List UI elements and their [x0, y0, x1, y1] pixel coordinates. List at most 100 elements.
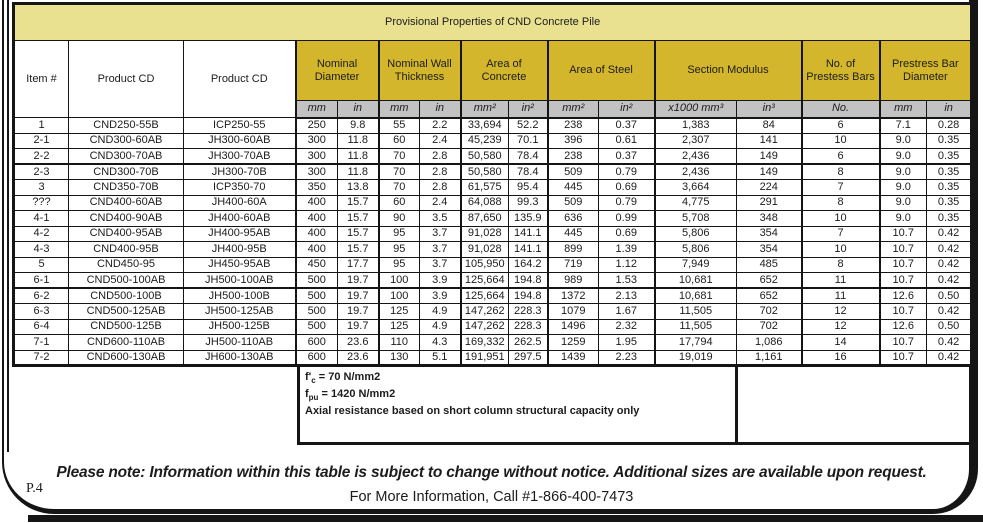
cell: CND250-55B: [68, 117, 184, 134]
cell: 450: [294, 256, 338, 273]
cell: 15.7: [337, 225, 379, 242]
unit-cell: in: [337, 100, 379, 119]
table-row: 2-2 CND300-70AB JH300-70AB 300 11.8 70 2.8 50,5…: [13, 148, 973, 165]
cell: 0.42: [925, 225, 973, 242]
cell: 9.0: [878, 148, 927, 165]
cell: 300: [294, 132, 338, 149]
cell: 95: [377, 225, 420, 242]
cell: 0.35: [925, 210, 973, 227]
properties-table-document: Provisional Properties of CND Concrete P…: [12, 2, 976, 445]
cell: 105,950: [459, 256, 509, 273]
cell: 228.3: [508, 303, 548, 320]
cell: 10: [800, 241, 880, 258]
cell: JH450-95AB: [183, 256, 296, 273]
cell: JH500-100B: [183, 287, 296, 304]
cell: 238: [546, 148, 599, 165]
cell: 1079: [546, 303, 599, 320]
unit-cell: in: [419, 100, 461, 119]
cell: 23.6: [337, 349, 379, 366]
cell: 652: [736, 287, 802, 304]
cell: 0.35: [925, 194, 973, 211]
cell: 15.7: [337, 241, 379, 258]
cell: 636: [546, 210, 599, 227]
cell: 0.42: [925, 256, 973, 273]
cell: 485: [736, 256, 802, 273]
cell: 1.39: [598, 241, 655, 258]
cell: JH500-100AB: [183, 272, 296, 289]
cell: 7,949: [653, 256, 737, 273]
cell: 149: [736, 163, 802, 180]
cell: 0.79: [598, 194, 655, 211]
cell: 0.79: [598, 163, 655, 180]
cell: 141.1: [508, 241, 548, 258]
unit-cell: in²: [508, 100, 548, 119]
cell: 400: [294, 210, 338, 227]
cell: 989: [546, 272, 599, 289]
cell: 2.8: [419, 163, 461, 180]
cell: 10.7: [878, 334, 927, 351]
page-left-double-line: [7, 0, 9, 452]
cell: 11,505: [653, 318, 737, 335]
cell: 164.2: [508, 256, 548, 273]
cell: CND500-125B: [68, 318, 184, 335]
cell: 1,086: [736, 334, 802, 351]
cell: 8: [800, 256, 880, 273]
cell: 4.3: [419, 334, 461, 351]
cell: 194.8: [508, 287, 548, 304]
cell: 0.28: [925, 117, 973, 134]
cell: 1372: [546, 287, 599, 304]
table-row: 6-1 CND500-100AB JH500-100AB 500 19.7 100 3.9 1…: [13, 272, 973, 289]
cell: 2-2: [13, 148, 69, 165]
cell: CND300-60AB: [68, 132, 184, 149]
cell: 400: [294, 241, 338, 258]
cell: JH400-95B: [183, 241, 296, 258]
cell: 10,681: [653, 272, 737, 289]
cell: 95.4: [508, 179, 548, 196]
cell: 70: [377, 163, 420, 180]
cell: 110: [377, 334, 420, 351]
cell: 11.8: [337, 148, 379, 165]
cell: 1.53: [598, 272, 655, 289]
cell: 19.7: [337, 287, 379, 304]
empty-box: [738, 367, 976, 445]
cell: 99.3: [508, 194, 548, 211]
cell: 7: [800, 225, 880, 242]
cell: 1439: [546, 349, 599, 366]
cell: 0.35: [925, 163, 973, 180]
cell: 90: [377, 210, 420, 227]
cell: 70: [377, 148, 420, 165]
cell: 2.4: [419, 132, 461, 149]
cell: 10.7: [878, 303, 927, 320]
table-row: 5 CND450-95 JH450-95AB 450 17.7 95 3.7 105,950 1…: [13, 256, 973, 273]
header-row: Item # Product CD Product CD Nominal Dia…: [13, 40, 973, 118]
cell: 147,262: [459, 318, 509, 335]
cell: 500: [294, 287, 338, 304]
unit-cell: mm²: [459, 100, 509, 119]
cell: 0.42: [925, 303, 973, 320]
cell: 9.0: [878, 194, 927, 211]
cell: 125,664: [459, 272, 509, 289]
cell: 3.9: [419, 272, 461, 289]
cell: 6-2: [13, 287, 69, 304]
cell: 147,262: [459, 303, 509, 320]
cell: ICP250-55: [183, 117, 296, 134]
cell: 6: [800, 117, 880, 134]
col-header-prestess-bars: No. of Prestess Bars: [800, 40, 880, 101]
cell: 509: [546, 194, 599, 211]
cell: 396: [546, 132, 599, 149]
col-header-product-cd-2: Product CD: [183, 40, 296, 118]
cell: 0.42: [925, 272, 973, 289]
cell: 11.8: [337, 132, 379, 149]
cell: JH400-60AB: [183, 210, 296, 227]
cell: 5,806: [653, 241, 737, 258]
col-header-wall-thickness: Nominal Wall Thickness: [377, 40, 461, 101]
cell: 4.9: [419, 318, 461, 335]
table-row: 4-3 CND400-95B JH400-95B 400 15.7 95 3.7 91,028…: [13, 241, 973, 258]
cell: 7: [800, 179, 880, 196]
cell: CND300-70AB: [68, 148, 184, 165]
table-row: 6-2 CND500-100B JH500-100B 500 19.7 100 3.9 125…: [13, 287, 973, 304]
table-row: 1 CND250-55B ICP250-55 250 9.8 55 2.2 33,694 52.…: [13, 117, 973, 134]
table-row: 2-1 CND300-60AB JH300-60AB 300 11.8 60 2.4 45,2…: [13, 132, 973, 149]
disclaimer-note: Please note: Information within this tab…: [56, 464, 927, 481]
cell: 2.8: [419, 179, 461, 196]
